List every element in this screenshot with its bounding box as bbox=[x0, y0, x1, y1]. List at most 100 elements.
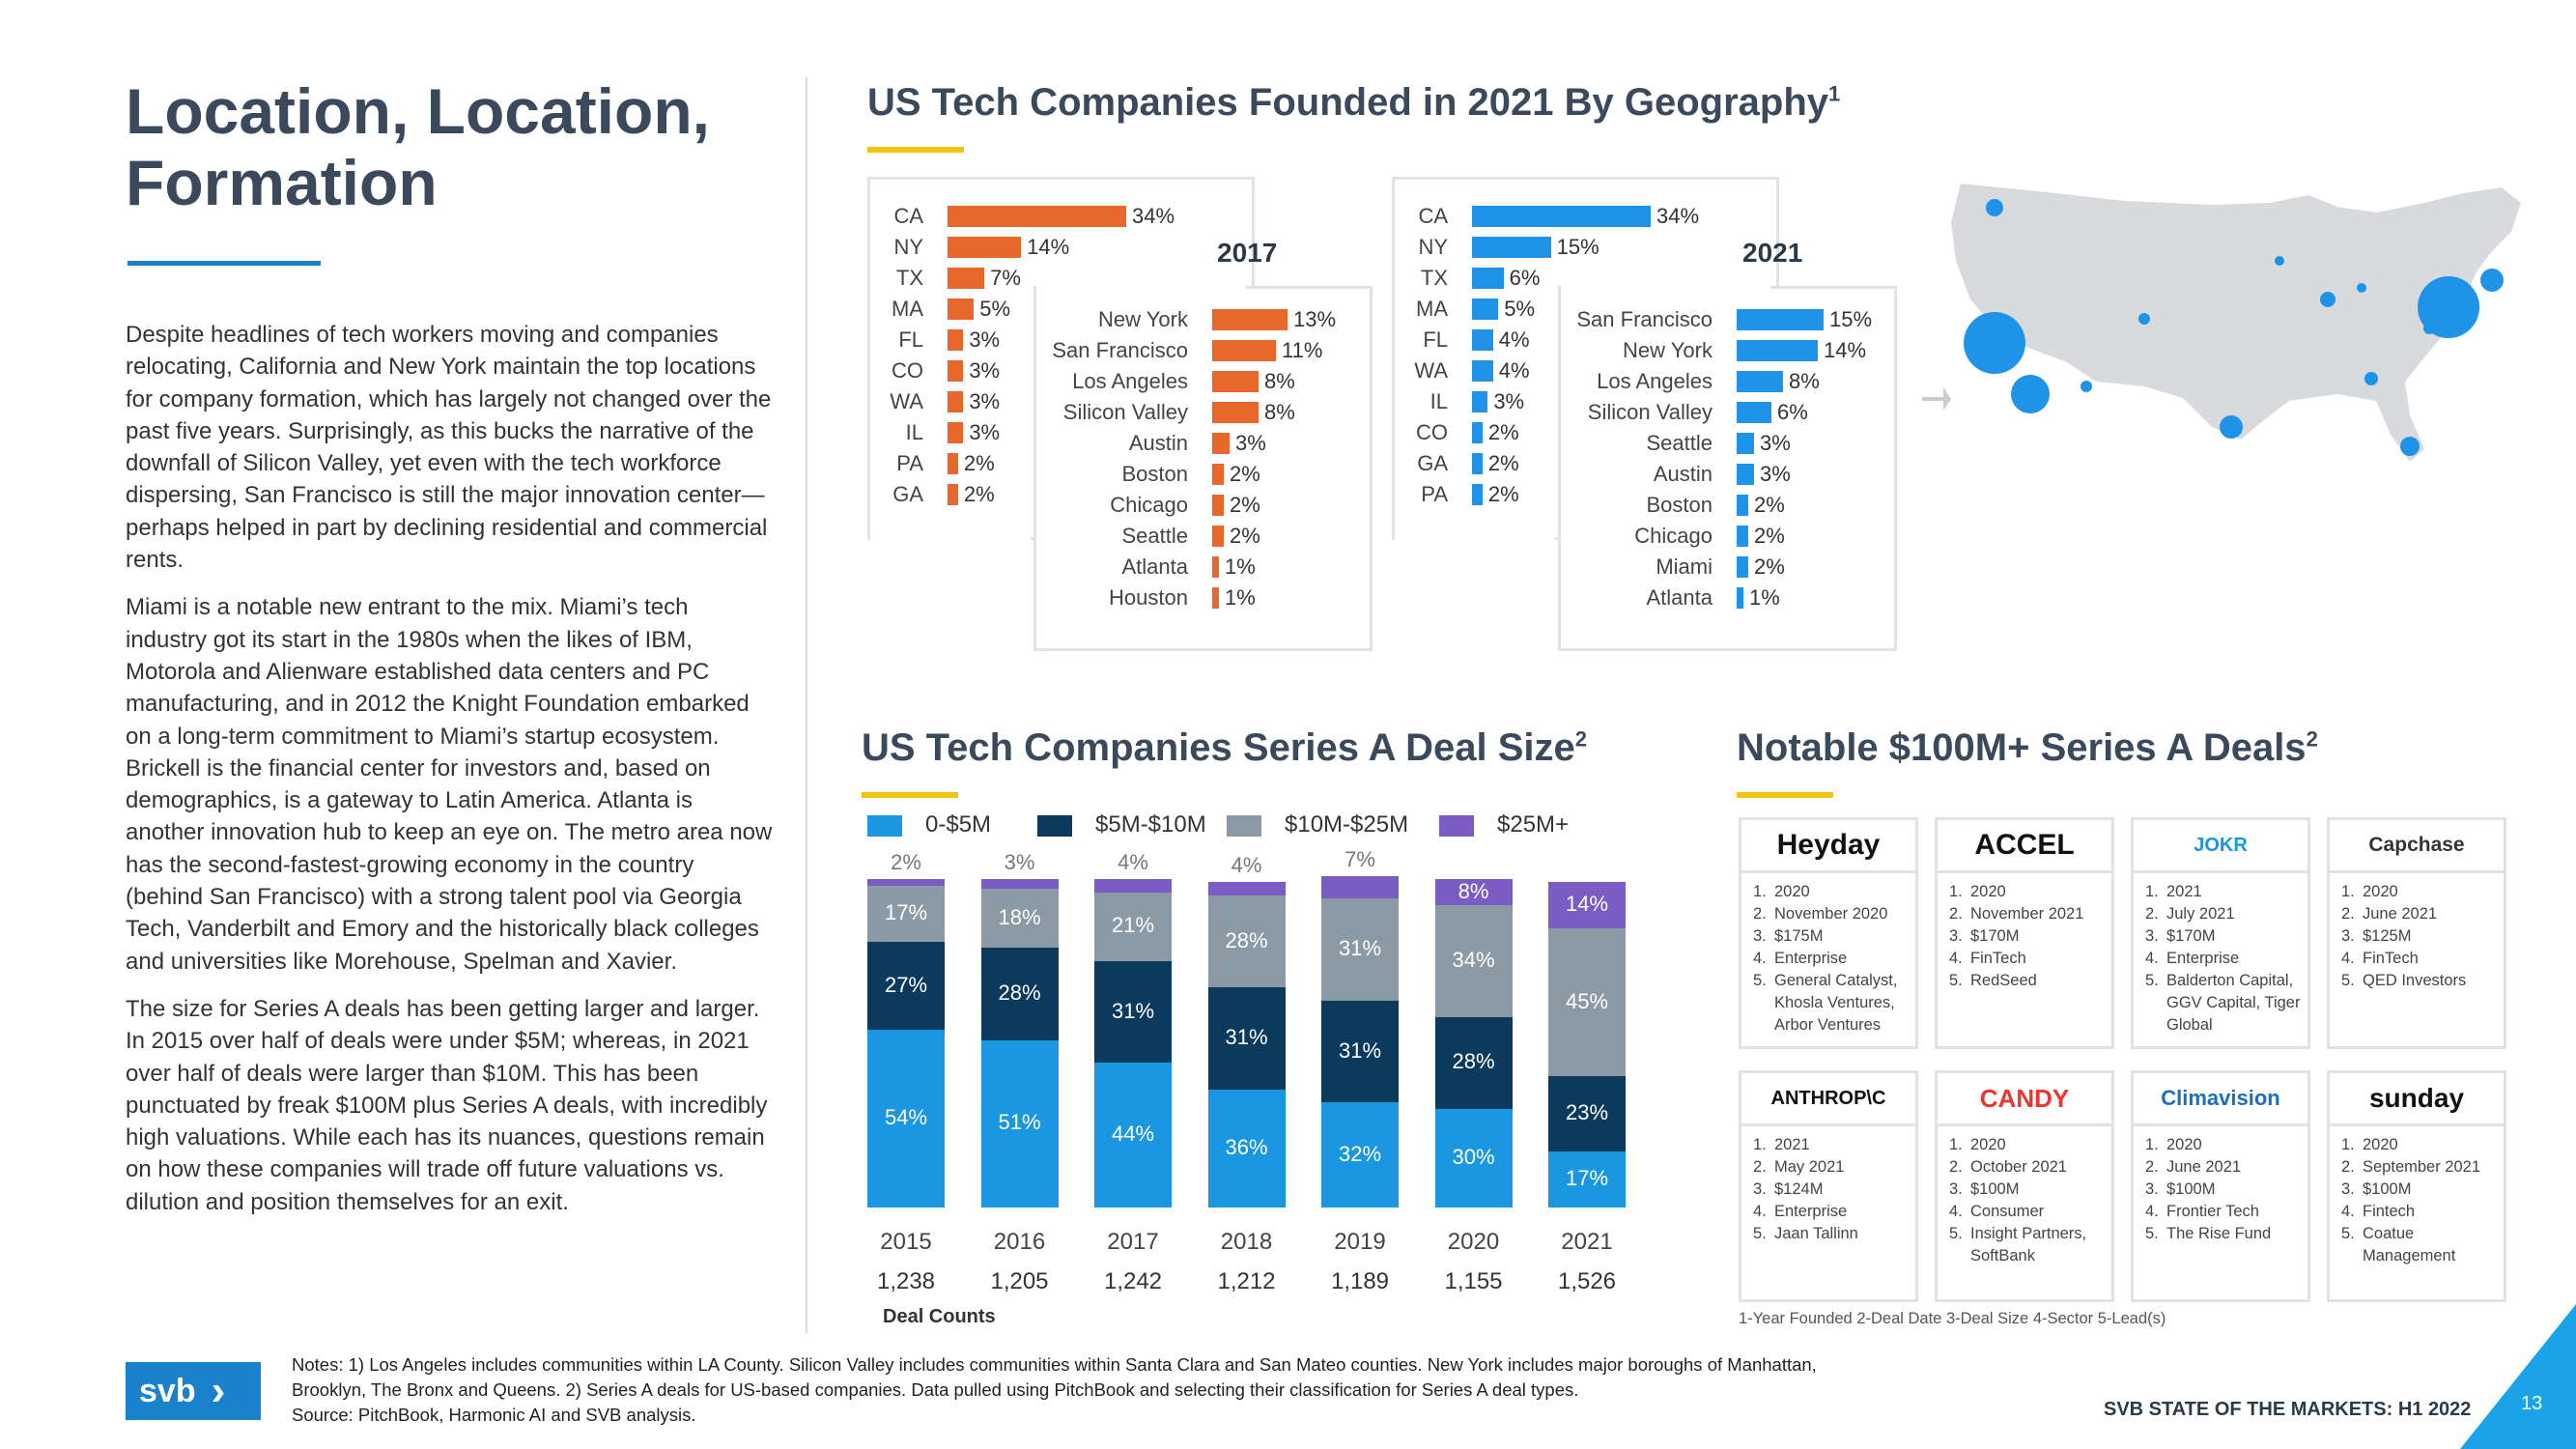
bar-2016-$25M+ bbox=[980, 879, 1059, 890]
bar-2018-0-$5M bbox=[1207, 1089, 1286, 1208]
deal-details-anthropc: 1. 2021 2. May 2021 3. $124M 4. Enterprise 5. Jaa… bbox=[1741, 1134, 1915, 1245]
geo-2017-state-label: TX bbox=[895, 266, 923, 290]
bar-2017-$5M-$10M bbox=[1094, 961, 1172, 1064]
deal-detail-item: 2. November 2020 bbox=[1753, 903, 1915, 925]
deal-detail-item: 2. June 2021 bbox=[2145, 1156, 2307, 1179]
geo-2021-city-value: 14% bbox=[1824, 338, 1867, 362]
geo-2017-state-label: NY bbox=[893, 235, 923, 259]
bar-label-2020-$10M-$25M: 34% bbox=[1452, 948, 1495, 972]
deal-detail-text: $170M bbox=[2166, 927, 2216, 945]
bar-label-2020-$5M-$10M: 28% bbox=[1452, 1049, 1495, 1074]
geo-2021-city-value: 3% bbox=[1760, 431, 1791, 455]
geo-2017-city-bar bbox=[1212, 526, 1224, 547]
deal-detail-number: 1. bbox=[1753, 883, 1767, 900]
deal-detail-item: 1. 2020 bbox=[2341, 1134, 2504, 1156]
page-title: Location, Location, Formation bbox=[126, 75, 710, 218]
body-text: Despite headlines of tech workers moving… bbox=[126, 319, 775, 1234]
bar-2015-$10M-$25M bbox=[867, 885, 945, 942]
map-bubble-miami bbox=[2400, 437, 2420, 456]
geo-2017-city-label: Austin bbox=[1128, 431, 1188, 455]
map-bubble-detroit bbox=[2357, 283, 2366, 293]
geo-2021-city-value: 3% bbox=[1760, 462, 1791, 486]
geo-2021-city-label: Chicago bbox=[1634, 524, 1713, 548]
deal-details-climavision: 1. 2020 2. June 2021 3. $100M 4. Frontier Tech 5… bbox=[2134, 1134, 2307, 1245]
geo-2017-city-bar bbox=[1212, 340, 1276, 361]
deal-detail-number: 5. bbox=[1949, 1225, 1963, 1242]
geo-2021-city-bar bbox=[1737, 556, 1748, 578]
x-tick-2017: 2017 bbox=[1107, 1229, 1159, 1255]
paragraph-3: The size for Series A deals has been get… bbox=[126, 995, 768, 1215]
geo-2017-state-bar-ma bbox=[948, 298, 975, 320]
deal-logo-climavision: Climavision bbox=[2134, 1073, 2307, 1126]
deal-detail-item: 3. $100M bbox=[2341, 1179, 2504, 1201]
deal-card-accel: ACCEL 1. 2020 2. November 2021 3. $170M 4. FinTe… bbox=[1935, 817, 2114, 1049]
bar-2018-$5M-$10M bbox=[1207, 987, 1286, 1090]
geo-2017-city-label: Chicago bbox=[1110, 493, 1188, 517]
geo-2017-state-bar-ga bbox=[948, 484, 958, 505]
geo-2017-state-bar-il bbox=[948, 422, 964, 443]
map-bubble-la bbox=[2011, 375, 2050, 413]
deal-detail-text: $124M bbox=[1774, 1180, 1824, 1198]
deal-detail-text: July 2021 bbox=[2166, 905, 2235, 923]
deal-detail-item: 4. Enterprise bbox=[1753, 948, 1915, 970]
deal-detail-item: 3. $100M bbox=[2145, 1179, 2307, 1201]
deal-detail-number: 1. bbox=[2341, 1136, 2355, 1153]
deal-detail-number: 3. bbox=[2341, 1180, 2355, 1198]
deal-detail-item: 4. Enterprise bbox=[1753, 1201, 1915, 1223]
legend-label-0: 0-$5M bbox=[925, 811, 992, 838]
geo-2017-state-bar-pa bbox=[948, 453, 958, 474]
geo-2021-state-bar-co bbox=[1472, 422, 1483, 443]
deals-title-rule bbox=[1737, 792, 1833, 798]
deal-detail-item: 2. July 2021 bbox=[2145, 903, 2307, 925]
geo-2017-city-value: 1% bbox=[1225, 554, 1256, 579]
geo-2017-city-bar bbox=[1212, 464, 1224, 485]
deal-count-2017: 1,242 bbox=[1103, 1268, 1163, 1294]
geo-2017-city-value: 2% bbox=[1230, 524, 1260, 548]
deal-detail-item: 4. Fintech bbox=[2341, 1201, 2504, 1223]
deal-detail-text: 2020 bbox=[2363, 1136, 2398, 1153]
deal-details-jokr: 1. 2021 2. July 2021 3. $170M 4. Enterprise 5. Ba… bbox=[2134, 881, 2307, 1037]
deal-detail-number: 2. bbox=[2341, 1158, 2355, 1176]
geo-2021-state-label: NY bbox=[1418, 235, 1448, 259]
geo-2021-city-bar bbox=[1737, 433, 1754, 454]
x-tick-2019: 2019 bbox=[1334, 1229, 1386, 1255]
geo-2017-state-value: 2% bbox=[963, 482, 995, 506]
deal-size-title: US Tech Companies Series A Deal Size2 bbox=[862, 726, 1587, 770]
geo-2021-state-label: CO bbox=[1416, 420, 1448, 444]
deal-detail-number: 4. bbox=[2145, 950, 2159, 967]
geo-2021-state-label: MA bbox=[1416, 297, 1448, 321]
deal-detail-item: 3. $125M bbox=[2341, 925, 2504, 948]
svb-logo: svb › bbox=[126, 1362, 261, 1420]
deal-detail-number: 4. bbox=[1949, 1203, 1963, 1220]
deal-detail-number: 3. bbox=[1949, 1180, 1963, 1198]
deal-detail-text: November 2020 bbox=[1774, 905, 1888, 923]
geo-2021-state-bar-ny bbox=[1472, 237, 1551, 258]
paragraph-1: Despite headlines of tech workers moving… bbox=[126, 322, 772, 574]
geo-2017-city-value: 3% bbox=[1235, 431, 1266, 455]
geo-2017-state-value: 3% bbox=[969, 327, 1001, 352]
geo-2017-city-bar bbox=[1212, 556, 1219, 578]
deal-detail-number: 2. bbox=[1753, 905, 1767, 923]
deal-detail-number: 1. bbox=[1949, 883, 1963, 900]
x-tick-2018: 2018 bbox=[1220, 1229, 1273, 1255]
geo-2021-state-value: 2% bbox=[1487, 482, 1519, 506]
deal-details-accel: 1. 2020 2. November 2021 3. $170M 4. FinTech 5. R… bbox=[1938, 881, 2111, 992]
deal-detail-text: QED Investors bbox=[2363, 972, 2467, 989]
geo-2021-state-bar-pa bbox=[1472, 484, 1483, 505]
deal-detail-text: 2020 bbox=[1970, 883, 2006, 900]
svb-logo-text: svb bbox=[139, 1372, 196, 1409]
deal-detail-number: 4. bbox=[2341, 950, 2355, 967]
bar-2017-0-$5M bbox=[1094, 1063, 1172, 1208]
geo-2021-state-value: 5% bbox=[1504, 297, 1535, 321]
deal-detail-item: 1. 2020 bbox=[2341, 881, 2504, 903]
deal-detail-text: Consumer bbox=[1970, 1203, 2045, 1220]
deal-detail-item: 5. The Rise Fund bbox=[2145, 1223, 2307, 1245]
deal-detail-text: General Catalyst, Khosla Ventures, Arbor… bbox=[1774, 972, 1898, 1034]
bar-2019-$25M+ bbox=[1321, 875, 1399, 899]
bar-2019-0-$5M bbox=[1321, 1102, 1399, 1208]
deals-title-text: Notable $100M+ Series A Deals bbox=[1737, 726, 2307, 769]
geo-2021-city-value: 1% bbox=[1749, 585, 1780, 610]
map-bubble-austin bbox=[2220, 415, 2243, 439]
deal-card-sunday: sunday 1. 2020 2. September 2021 3. $100M 4. Fin… bbox=[2327, 1070, 2506, 1302]
deal-detail-number: 5. bbox=[1753, 972, 1767, 989]
